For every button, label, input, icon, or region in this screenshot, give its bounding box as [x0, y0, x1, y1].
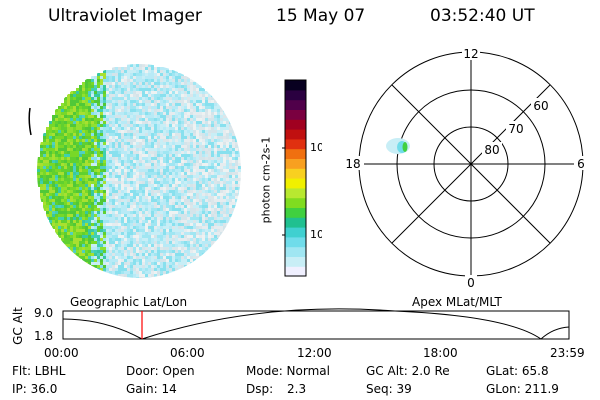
lat-label-bg-80	[482, 142, 502, 156]
colorbar-cell	[285, 99, 306, 110]
colorbar-cell	[285, 246, 306, 257]
xtick-2359: 23:59	[550, 346, 585, 360]
colorbar-unit-wrap: photon cm-2s-1	[260, 137, 276, 224]
colorbar-cell	[285, 227, 306, 238]
mlt-label-12: 12	[463, 47, 478, 61]
lat-label-bg-70	[506, 121, 526, 135]
timeline-right-title: Apex MLat/MLT	[412, 295, 502, 309]
ytick-1-8: 1.8	[34, 329, 54, 343]
mlt-label-18: 18	[345, 157, 360, 171]
glat-readout: GLat: 65.8	[486, 364, 549, 378]
xtick-1200: 12:00	[297, 346, 332, 360]
colorbar-frame	[284, 79, 307, 277]
mlt-label-bg-6	[574, 156, 588, 170]
timeline-plot	[62, 308, 570, 340]
colorbar-cell	[285, 109, 306, 120]
colorbar-cell	[285, 148, 306, 159]
timeline-frame	[62, 310, 570, 340]
door-readout: Door: Open	[126, 364, 195, 378]
uv-earth-image	[28, 64, 241, 278]
colorbar-cell	[285, 187, 306, 199]
colorbar-cell	[285, 119, 306, 130]
colorbar-label-10: 10	[310, 228, 322, 241]
image-time: 03:52:40 UT	[430, 6, 535, 26]
lat-label-bg-60	[531, 98, 551, 112]
mlt-label-0: 0	[467, 276, 475, 290]
xtick-1800: 18:00	[423, 346, 458, 360]
mlt-label-bg-12	[462, 46, 480, 60]
colorbar-cell	[285, 256, 306, 267]
auroral-patch	[386, 138, 410, 154]
disk-pixels	[37, 64, 241, 278]
instrument-title: Ultraviolet Imager	[48, 6, 202, 26]
colorbar-cell	[285, 197, 306, 208]
gain-readout: Gain: 14	[126, 382, 177, 396]
dsp-value: 2.3	[287, 382, 307, 396]
colorbar-cell	[285, 89, 306, 101]
colorbar-cell	[285, 80, 306, 91]
limb-arc	[28, 107, 32, 136]
lat-label-60: 60	[533, 99, 548, 113]
mlt-label-bg-18	[342, 156, 364, 170]
colorbar-cell	[285, 129, 306, 140]
filter-readout: Flt: LBHL	[12, 364, 66, 378]
xtick-0600: 06:00	[170, 346, 205, 360]
colorbar-cell	[285, 168, 306, 179]
timeline-left-title: Geographic Lat/Lon	[70, 295, 188, 309]
ytick-9-0: 9.0	[34, 306, 54, 320]
polar-plot: 12 6 0 18 60 70 80	[342, 46, 588, 290]
colorbar-cell	[285, 178, 306, 189]
gcalt-axis-label: GC Alt	[11, 307, 25, 345]
gcalt-axis-wrap: GC Alt	[11, 307, 28, 345]
lat-label-70: 70	[508, 122, 523, 136]
mode-readout: Mode: Normal	[246, 364, 330, 378]
colorbar-cell	[285, 207, 306, 218]
colorbar-cell	[285, 138, 306, 150]
altitude-curve	[62, 308, 570, 340]
colorbar-unit-label: photon cm-2s-1	[259, 136, 273, 224]
colorbar: 100 10	[282, 79, 322, 277]
lat-label-80: 80	[484, 143, 499, 157]
polar-diag-2	[391, 84, 551, 244]
glon-readout: GLon: 211.9	[486, 382, 559, 396]
xtick-0000: 00:00	[44, 346, 79, 360]
seq-readout: Seq: 39	[366, 382, 412, 396]
colorbar-cell	[285, 236, 306, 248]
image-date: 15 May 07	[276, 6, 366, 26]
mlt-label-6: 6	[577, 157, 585, 171]
colorbar-cell	[285, 217, 306, 228]
colorbar-cells	[285, 80, 306, 277]
ip-readout: IP: 36.0	[12, 382, 58, 396]
gcalt-readout: GC Alt: 2.0 Re	[366, 364, 450, 378]
dsp-label: Dsp:	[246, 382, 274, 396]
mlt-label-bg-0	[465, 275, 477, 289]
colorbar-cell	[285, 158, 306, 169]
colorbar-cell	[285, 266, 306, 277]
colorbar-label-100: 100	[310, 141, 322, 154]
